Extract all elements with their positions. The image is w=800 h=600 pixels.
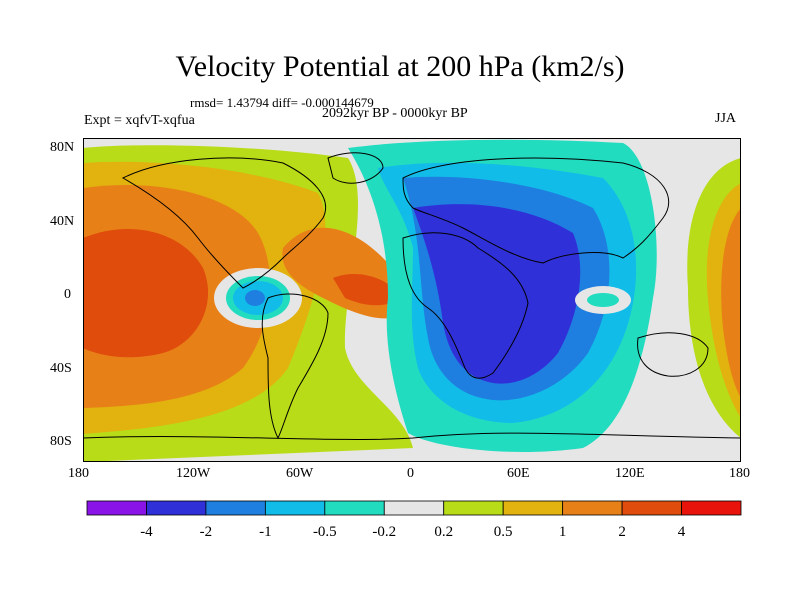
colorbar-label-7: 1: [559, 524, 567, 540]
period-label: 2092kyr BP - 0000kyr BP: [322, 106, 468, 121]
colorbar-box-9: [621, 500, 682, 516]
coast-north-america: [121, 157, 327, 289]
colorbar-box-4: [324, 500, 385, 516]
colorbar-box-5: [383, 500, 445, 516]
colorbar-label-8: 2: [618, 524, 626, 540]
coast-antarctica: [83, 432, 741, 440]
x-label-60e: 60E: [507, 466, 530, 481]
x-label-60w: 60W: [286, 466, 314, 481]
colorbar-box-7: [502, 500, 564, 516]
colorbar-box-6: [443, 500, 504, 516]
y-label-40n: 40N: [50, 214, 75, 229]
x-label-180w: 180: [68, 466, 89, 481]
map-border: [83, 138, 741, 462]
colorbar-box-0: [86, 500, 147, 516]
contour-atlantic-2: [333, 274, 401, 306]
experiment-label: Expt = xqfvT-xqfua: [84, 113, 195, 128]
colorbar-label-4: -0.2: [372, 524, 396, 540]
colorbar-label-6: 0.5: [494, 524, 513, 540]
colorbar-label-0: -4: [140, 524, 153, 540]
colorbar: -4 -2 -1 -0.5 -0.2 0.2 0.5 1 2 4: [86, 500, 742, 540]
y-label-80n: 80N: [50, 140, 75, 155]
coast-europe-asia: [402, 157, 670, 264]
y-label-80s: 80S: [50, 434, 72, 449]
x-label-180e: 180: [729, 466, 750, 481]
colorbar-box-10: [681, 500, 742, 516]
coast-south-america: [261, 293, 329, 440]
season-label: JJA: [715, 111, 737, 126]
colorbar-label-3: -0.5: [313, 524, 337, 540]
stats-label: rmsd= 1.43794 diff= -0.000144679: [190, 95, 374, 110]
colorbar-label-2: -1: [259, 524, 272, 540]
colorbar-label-9: 4: [678, 524, 686, 540]
colorbar-box-3: [264, 500, 326, 516]
y-label-0: 0: [64, 287, 71, 302]
coast-greenland: [327, 152, 384, 184]
colorbar-box-8: [562, 500, 623, 516]
colorbar-label-1: -2: [200, 524, 213, 540]
velocity-potential-map: [83, 138, 741, 462]
coast-australia: [637, 332, 709, 377]
colorbar-box-1: [146, 500, 207, 516]
contour-indonesia-0.2: [587, 293, 619, 307]
contour-camerica-1: [245, 290, 265, 306]
y-label-40s: 40S: [50, 361, 72, 376]
coastlines: [83, 152, 741, 440]
contour-fareast-1: [721, 208, 741, 398]
contour-east-2: [413, 204, 581, 384]
coast-africa: [402, 232, 529, 379]
colorbar-label-5: 0.2: [434, 524, 453, 540]
x-label-120w: 120W: [176, 466, 211, 481]
map-title: Velocity Potential at 200 hPa (km2/s): [175, 50, 625, 83]
colorbar-box-2: [205, 500, 266, 516]
x-label-0: 0: [407, 466, 414, 481]
x-label-120e: 120E: [615, 466, 645, 481]
contour-west-2: [83, 229, 209, 358]
